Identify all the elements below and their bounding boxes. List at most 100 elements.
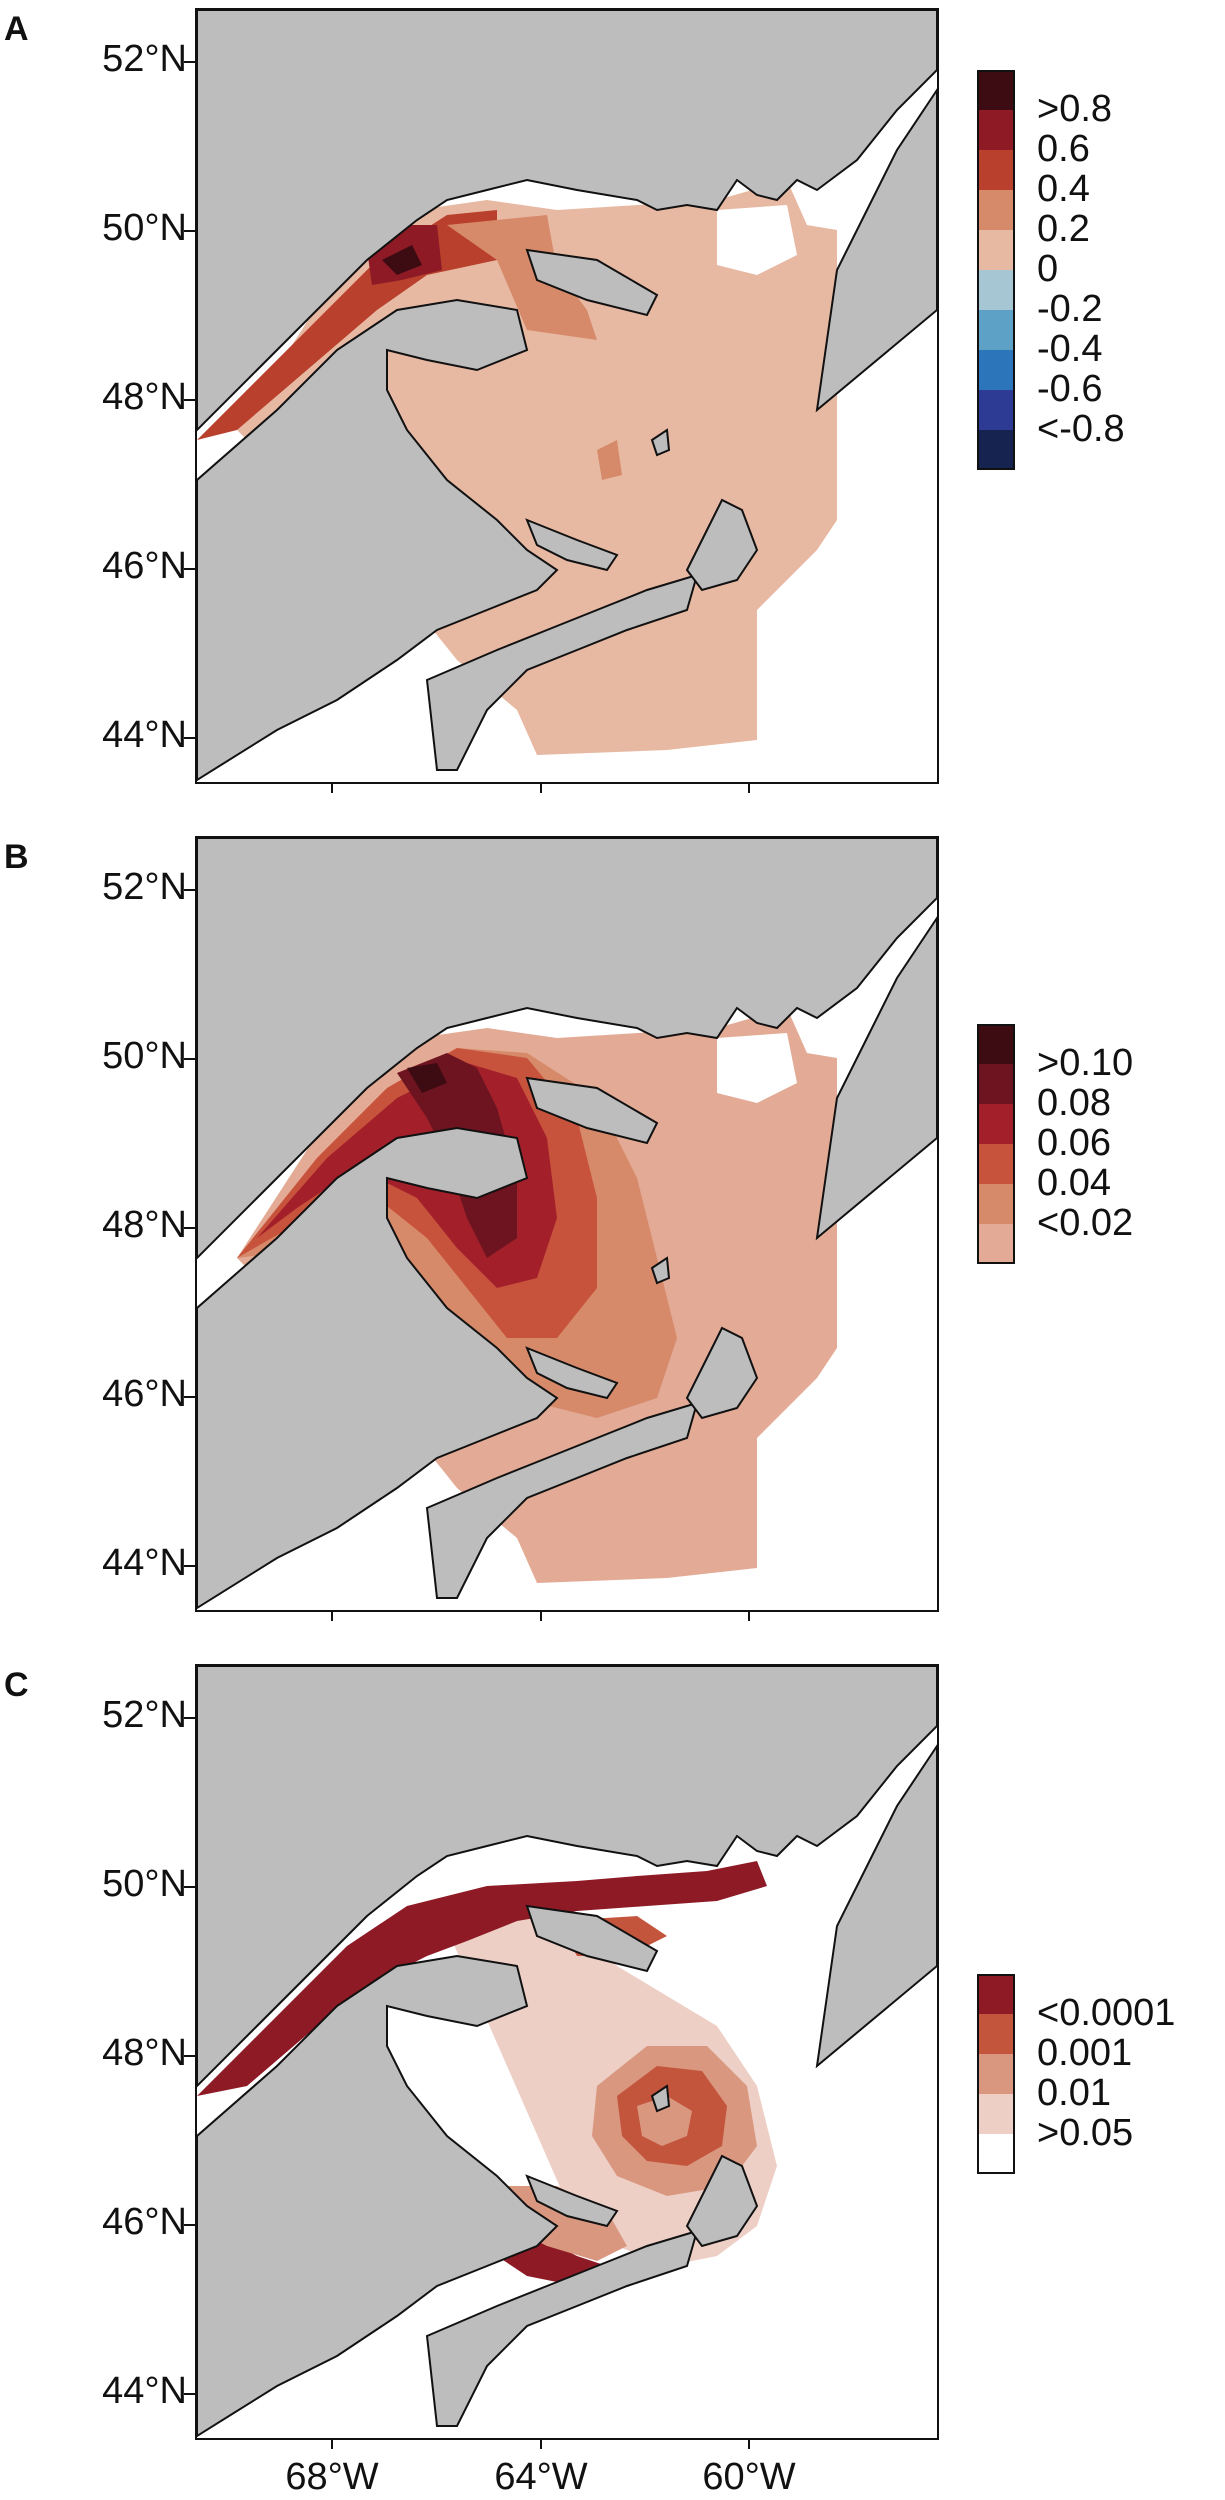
lon-tick (540, 2438, 542, 2449)
north-shore-band (197, 1861, 767, 2096)
lat-label-52n: 52°N (102, 38, 187, 80)
panel-letter: B (4, 838, 29, 876)
lat-label-44n: 44°N (102, 1542, 187, 1584)
map-graphic (197, 10, 937, 782)
labrador-land (197, 1666, 937, 2088)
lon-label-68w: 68°W (285, 2456, 379, 2498)
pei-island (525, 518, 619, 572)
legend-label: 0.2 (1037, 208, 1090, 250)
estuary-core (382, 245, 422, 275)
lat-tick (184, 1886, 195, 1888)
lon-tick (748, 1610, 750, 1621)
magdalen-islands (650, 428, 671, 457)
lat-tick (184, 2055, 195, 2057)
panel-letter: C (4, 1666, 29, 1704)
lon-label-64w: 64°W (494, 2456, 588, 2498)
legend-label: 0.04 (1037, 1162, 1111, 1204)
shelf-moderate (447, 215, 597, 340)
legend-swatch (977, 390, 1015, 430)
lat-tick (184, 889, 195, 891)
white-gap-1 (717, 205, 797, 275)
anticosti-island (525, 248, 659, 317)
pei-island (525, 1346, 619, 1400)
lat-tick (184, 2393, 195, 2395)
white-gap-2 (757, 530, 837, 782)
lat-label-48n: 48°N (102, 1204, 187, 1246)
gulf-core (407, 1063, 447, 1093)
legend-swatch (977, 1144, 1015, 1184)
map-panel-a (195, 8, 939, 784)
lat-tick (184, 1058, 195, 1060)
nova-scotia-land (425, 573, 699, 771)
lat-label-50n: 50°N (102, 1035, 187, 1077)
lon-label-60w: 60°W (702, 2456, 796, 2498)
legend-swatch (977, 2134, 1015, 2174)
cape-breton-island (685, 498, 759, 592)
lat-label-46n: 46°N (102, 1373, 187, 1415)
legend-swatch (977, 430, 1015, 470)
legend-swatch (977, 1974, 1015, 2014)
lat-label-48n: 48°N (102, 376, 187, 418)
lat-tick (184, 2224, 195, 2226)
legend-label: 0.06 (1037, 1122, 1111, 1164)
legend-swatch (977, 270, 1015, 310)
legend-label: <0.02 (1037, 1202, 1134, 1244)
lon-tick (331, 2438, 333, 2449)
shelf-patch (597, 440, 622, 480)
legend-swatch (977, 310, 1015, 350)
lat-label-44n: 44°N (102, 2370, 187, 2412)
labrador-land (197, 10, 937, 432)
legend-label: 0 (1037, 248, 1059, 290)
legend-swatch (977, 1224, 1015, 1264)
nova-scotia-land (425, 2229, 699, 2427)
lon-tick (540, 1610, 542, 1621)
lon-tick (748, 2438, 750, 2449)
legend-swatch (977, 150, 1015, 190)
central-ring-core (637, 2096, 692, 2146)
gaspe-land (197, 1126, 559, 1610)
legend-swatch (977, 230, 1015, 270)
legend-swatch (977, 110, 1015, 150)
legend-swatch (977, 2014, 1015, 2054)
newfoundland-land (815, 88, 937, 413)
lon-tick (331, 1610, 333, 1621)
legend-swatch (977, 2094, 1015, 2134)
legend-swatch (977, 1184, 1015, 1224)
lat-label-52n: 52°N (102, 866, 187, 908)
anticosti-island (525, 1904, 659, 1973)
lat-label-52n: 52°N (102, 1694, 187, 1736)
newfoundland-land (815, 916, 937, 1241)
lat-tick (184, 61, 195, 63)
legend-label: 0.4 (1037, 168, 1090, 210)
lat-tick (184, 1565, 195, 1567)
lat-tick (184, 568, 195, 570)
legend-label: 0.001 (1037, 2032, 1133, 2074)
legend-label: -0.2 (1037, 288, 1103, 330)
cape-breton-island (685, 1326, 759, 1420)
white-gap-2 (757, 1358, 837, 1610)
white-gap-1 (717, 1033, 797, 1103)
lat-tick (184, 1717, 195, 1719)
legend-label: 0.6 (1037, 128, 1090, 170)
lat-label-50n: 50°N (102, 207, 187, 249)
lat-tick (184, 737, 195, 739)
lat-tick (184, 1396, 195, 1398)
legend-label: <-0.8 (1037, 408, 1125, 450)
newfoundland-land (815, 1744, 937, 2069)
legend-swatch (977, 350, 1015, 390)
lon-tick (331, 782, 333, 793)
map-graphic (197, 838, 937, 1610)
anticosti-island (525, 1076, 659, 1145)
legend-swatch (977, 1024, 1015, 1064)
lat-label-48n: 48°N (102, 2032, 187, 2074)
lat-tick (184, 230, 195, 232)
lat-label-46n: 46°N (102, 545, 187, 587)
pei-island (525, 2174, 619, 2228)
lat-label-44n: 44°N (102, 714, 187, 756)
legend-swatch (977, 2054, 1015, 2094)
map-graphic (197, 1666, 937, 2438)
legend-swatch (977, 1104, 1015, 1144)
legend-label: >0.05 (1037, 2112, 1134, 2154)
labrador-land (197, 838, 937, 1260)
legend-swatch (977, 190, 1015, 230)
